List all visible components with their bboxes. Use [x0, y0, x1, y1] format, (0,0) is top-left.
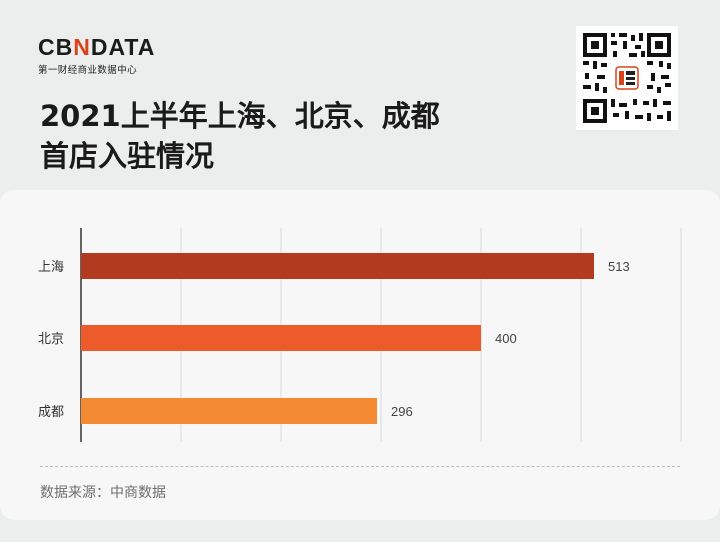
source-note: 数据来源：中商数据 [40, 485, 166, 501]
logo-tagline: 第一财经商业数据中心 [38, 65, 138, 76]
logo-text-post: DATA [90, 34, 156, 60]
chart-card: 上海 513 北京 400 成都 296 [0, 190, 720, 520]
data-label: 296 [391, 404, 413, 419]
category-label: 北京 [38, 332, 64, 347]
bar [81, 253, 594, 279]
category-label: 成都 [38, 405, 64, 420]
category-label: 上海 [38, 260, 64, 275]
data-label: 513 [608, 259, 630, 274]
data-label: 400 [495, 331, 517, 346]
bar [81, 325, 481, 351]
qr-code [576, 26, 678, 130]
divider [40, 466, 680, 467]
qr-code-icon [581, 31, 673, 125]
page-title: 2021上半年上海、北京、成都 首店入驻情况 [40, 96, 440, 176]
logo-text-pre: CB [38, 34, 74, 60]
bar-chart: 上海 513 北京 400 成都 296 [38, 228, 682, 442]
bar [81, 398, 377, 424]
title-line-1: 2021上半年上海、北京、成都 [40, 99, 440, 133]
brand-logo: CBNDATA 第一财经商业数据中心 [38, 35, 155, 76]
title-line-2: 首店入驻情况 [40, 139, 215, 173]
logo-wordmark: CBNDATA [38, 35, 155, 59]
logo-text-accent: N [73, 34, 91, 60]
